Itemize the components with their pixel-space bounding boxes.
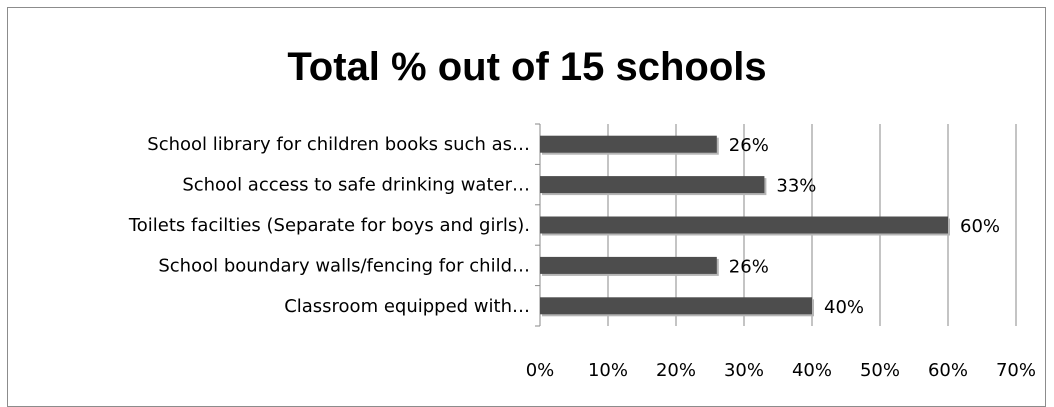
x-tick-labels: 0% 10% 20% 30% 40% 50% 60% 70% <box>526 360 1036 381</box>
bar <box>540 216 948 234</box>
x-tick-label: 0% <box>526 360 555 381</box>
data-label: 26% <box>729 256 769 277</box>
x-tick-label: 20% <box>656 360 696 381</box>
bars <box>540 135 950 317</box>
x-tick-label: 50% <box>860 360 900 381</box>
bar <box>540 135 717 153</box>
category-label: Toilets facilties (Separate for boys and… <box>128 215 530 236</box>
category-label: Classroom equipped with… <box>284 296 530 317</box>
category-label: School library for children books such a… <box>147 134 530 155</box>
chart-title: Total % out of 15 schools <box>287 45 766 89</box>
chart-frame <box>7 7 1046 407</box>
bar <box>540 256 717 274</box>
category-labels: School library for children books such a… <box>128 134 530 317</box>
data-label: 33% <box>776 176 816 197</box>
x-tick-label: 10% <box>588 360 628 381</box>
bar-chart: Total % out of 15 schools School library… <box>128 45 1036 381</box>
bar <box>540 297 812 315</box>
data-labels: 26% 33% 60% 26% 40% <box>729 135 1000 318</box>
x-tick-label: 30% <box>724 360 764 381</box>
data-label: 60% <box>960 216 1000 237</box>
data-label: 40% <box>824 297 864 318</box>
data-label: 26% <box>729 135 769 156</box>
x-tick-label: 40% <box>792 360 832 381</box>
bar <box>540 176 765 194</box>
x-tick-label: 60% <box>928 360 968 381</box>
category-label: School access to safe drinking water… <box>182 175 530 196</box>
x-tick-label: 70% <box>996 360 1036 381</box>
category-label: School boundary walls/fencing for child… <box>158 255 530 276</box>
